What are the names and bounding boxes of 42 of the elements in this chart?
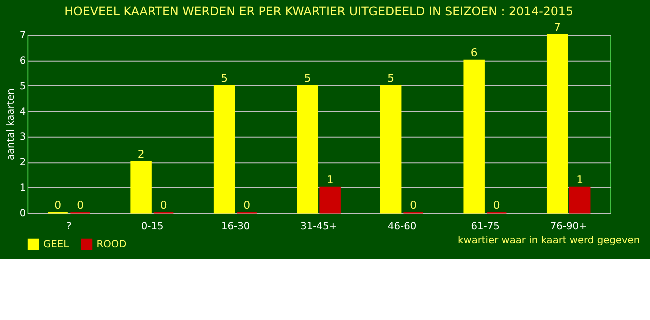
data-label: 1 xyxy=(326,174,334,187)
data-label: 0 xyxy=(493,199,500,212)
data-label: 0 xyxy=(77,199,84,212)
bar xyxy=(569,186,591,214)
bar xyxy=(320,186,341,214)
y-tick-label: 3 xyxy=(20,132,26,144)
data-label: 0 xyxy=(160,199,168,212)
y-tick-label: 5 xyxy=(20,81,26,92)
data-label: 0 xyxy=(244,199,251,212)
bar xyxy=(214,85,236,214)
bar xyxy=(464,60,485,214)
x-tick-label: 0-15 xyxy=(141,221,164,232)
x-tick-label: 76-90+ xyxy=(550,221,588,232)
y-tick-label: 6 xyxy=(20,56,26,68)
y-tick-label: 4 xyxy=(20,106,26,118)
bar xyxy=(297,85,318,214)
bar xyxy=(380,85,402,214)
chart-title: HOEVEEL KAARTEN WERDEN ER PER KWARTIER UITGEDEELD IN SEIZOEN : 2014-2015 xyxy=(64,4,574,18)
data-label: 6 xyxy=(470,46,478,60)
data-label: 2 xyxy=(138,148,145,162)
x-axis-title: kwartier waar in kaart werd gegeven xyxy=(458,236,640,247)
legend-label: ROOD xyxy=(96,240,128,251)
bar xyxy=(130,161,152,214)
legend-label: GEEL xyxy=(43,240,70,251)
data-label: 7 xyxy=(554,21,562,34)
y-tick-label: 2 xyxy=(20,158,26,169)
x-tick-label: 16-30 xyxy=(221,221,250,232)
data-label: 5 xyxy=(388,72,395,86)
x-tick-label: ? xyxy=(66,221,72,232)
x-tick-label: 46-60 xyxy=(388,221,417,232)
data-label: 0 xyxy=(410,199,418,212)
data-label: 0 xyxy=(54,199,62,212)
y-tick-label: 1 xyxy=(20,183,26,194)
y-axis-title: aantal kaarten xyxy=(6,88,17,161)
y-tick-label: 0 xyxy=(20,208,26,220)
data-label: 5 xyxy=(304,72,312,86)
x-tick-label: 31-45+ xyxy=(300,221,338,232)
y-tick-label: 7 xyxy=(20,30,26,42)
data-label: 1 xyxy=(576,174,584,187)
x-tick-label: 61-75 xyxy=(471,221,500,232)
bar xyxy=(546,34,568,214)
data-label: 5 xyxy=(221,72,228,86)
